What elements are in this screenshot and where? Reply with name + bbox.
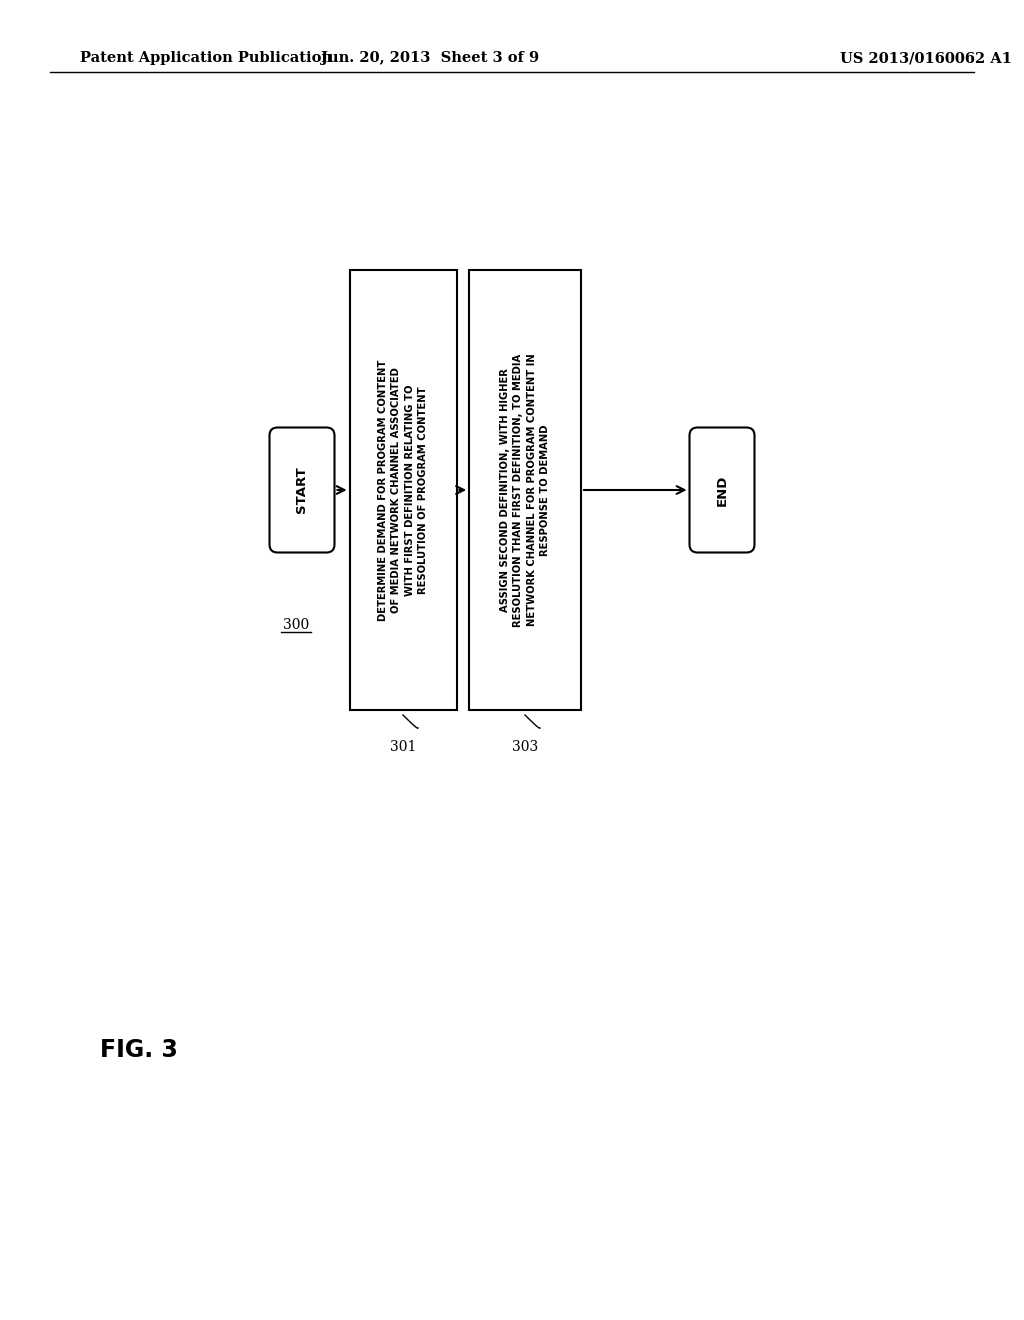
Text: Jun. 20, 2013  Sheet 3 of 9: Jun. 20, 2013 Sheet 3 of 9: [321, 51, 539, 65]
Text: 303: 303: [512, 741, 539, 754]
Text: 301: 301: [390, 741, 416, 754]
Text: 300: 300: [283, 618, 309, 632]
Text: DETERMINE DEMAND FOR PROGRAM CONTENT
OF MEDIA NETWORK CHANNEL ASSOCIATED
WITH FI: DETERMINE DEMAND FOR PROGRAM CONTENT OF …: [378, 359, 428, 620]
Text: ASSIGN SECOND DEFINITION, WITH HIGHER
RESOLUTION THAN FIRST DEFINITION, TO MEDIA: ASSIGN SECOND DEFINITION, WITH HIGHER RE…: [500, 354, 550, 627]
FancyBboxPatch shape: [269, 428, 335, 553]
Bar: [469, 271, 581, 710]
Text: Patent Application Publication: Patent Application Publication: [80, 51, 332, 65]
Text: FIG. 3: FIG. 3: [100, 1038, 178, 1063]
Text: END: END: [716, 474, 728, 506]
Bar: [349, 271, 457, 710]
Text: US 2013/0160062 A1: US 2013/0160062 A1: [840, 51, 1012, 65]
FancyBboxPatch shape: [689, 428, 755, 553]
Text: START: START: [296, 467, 308, 513]
